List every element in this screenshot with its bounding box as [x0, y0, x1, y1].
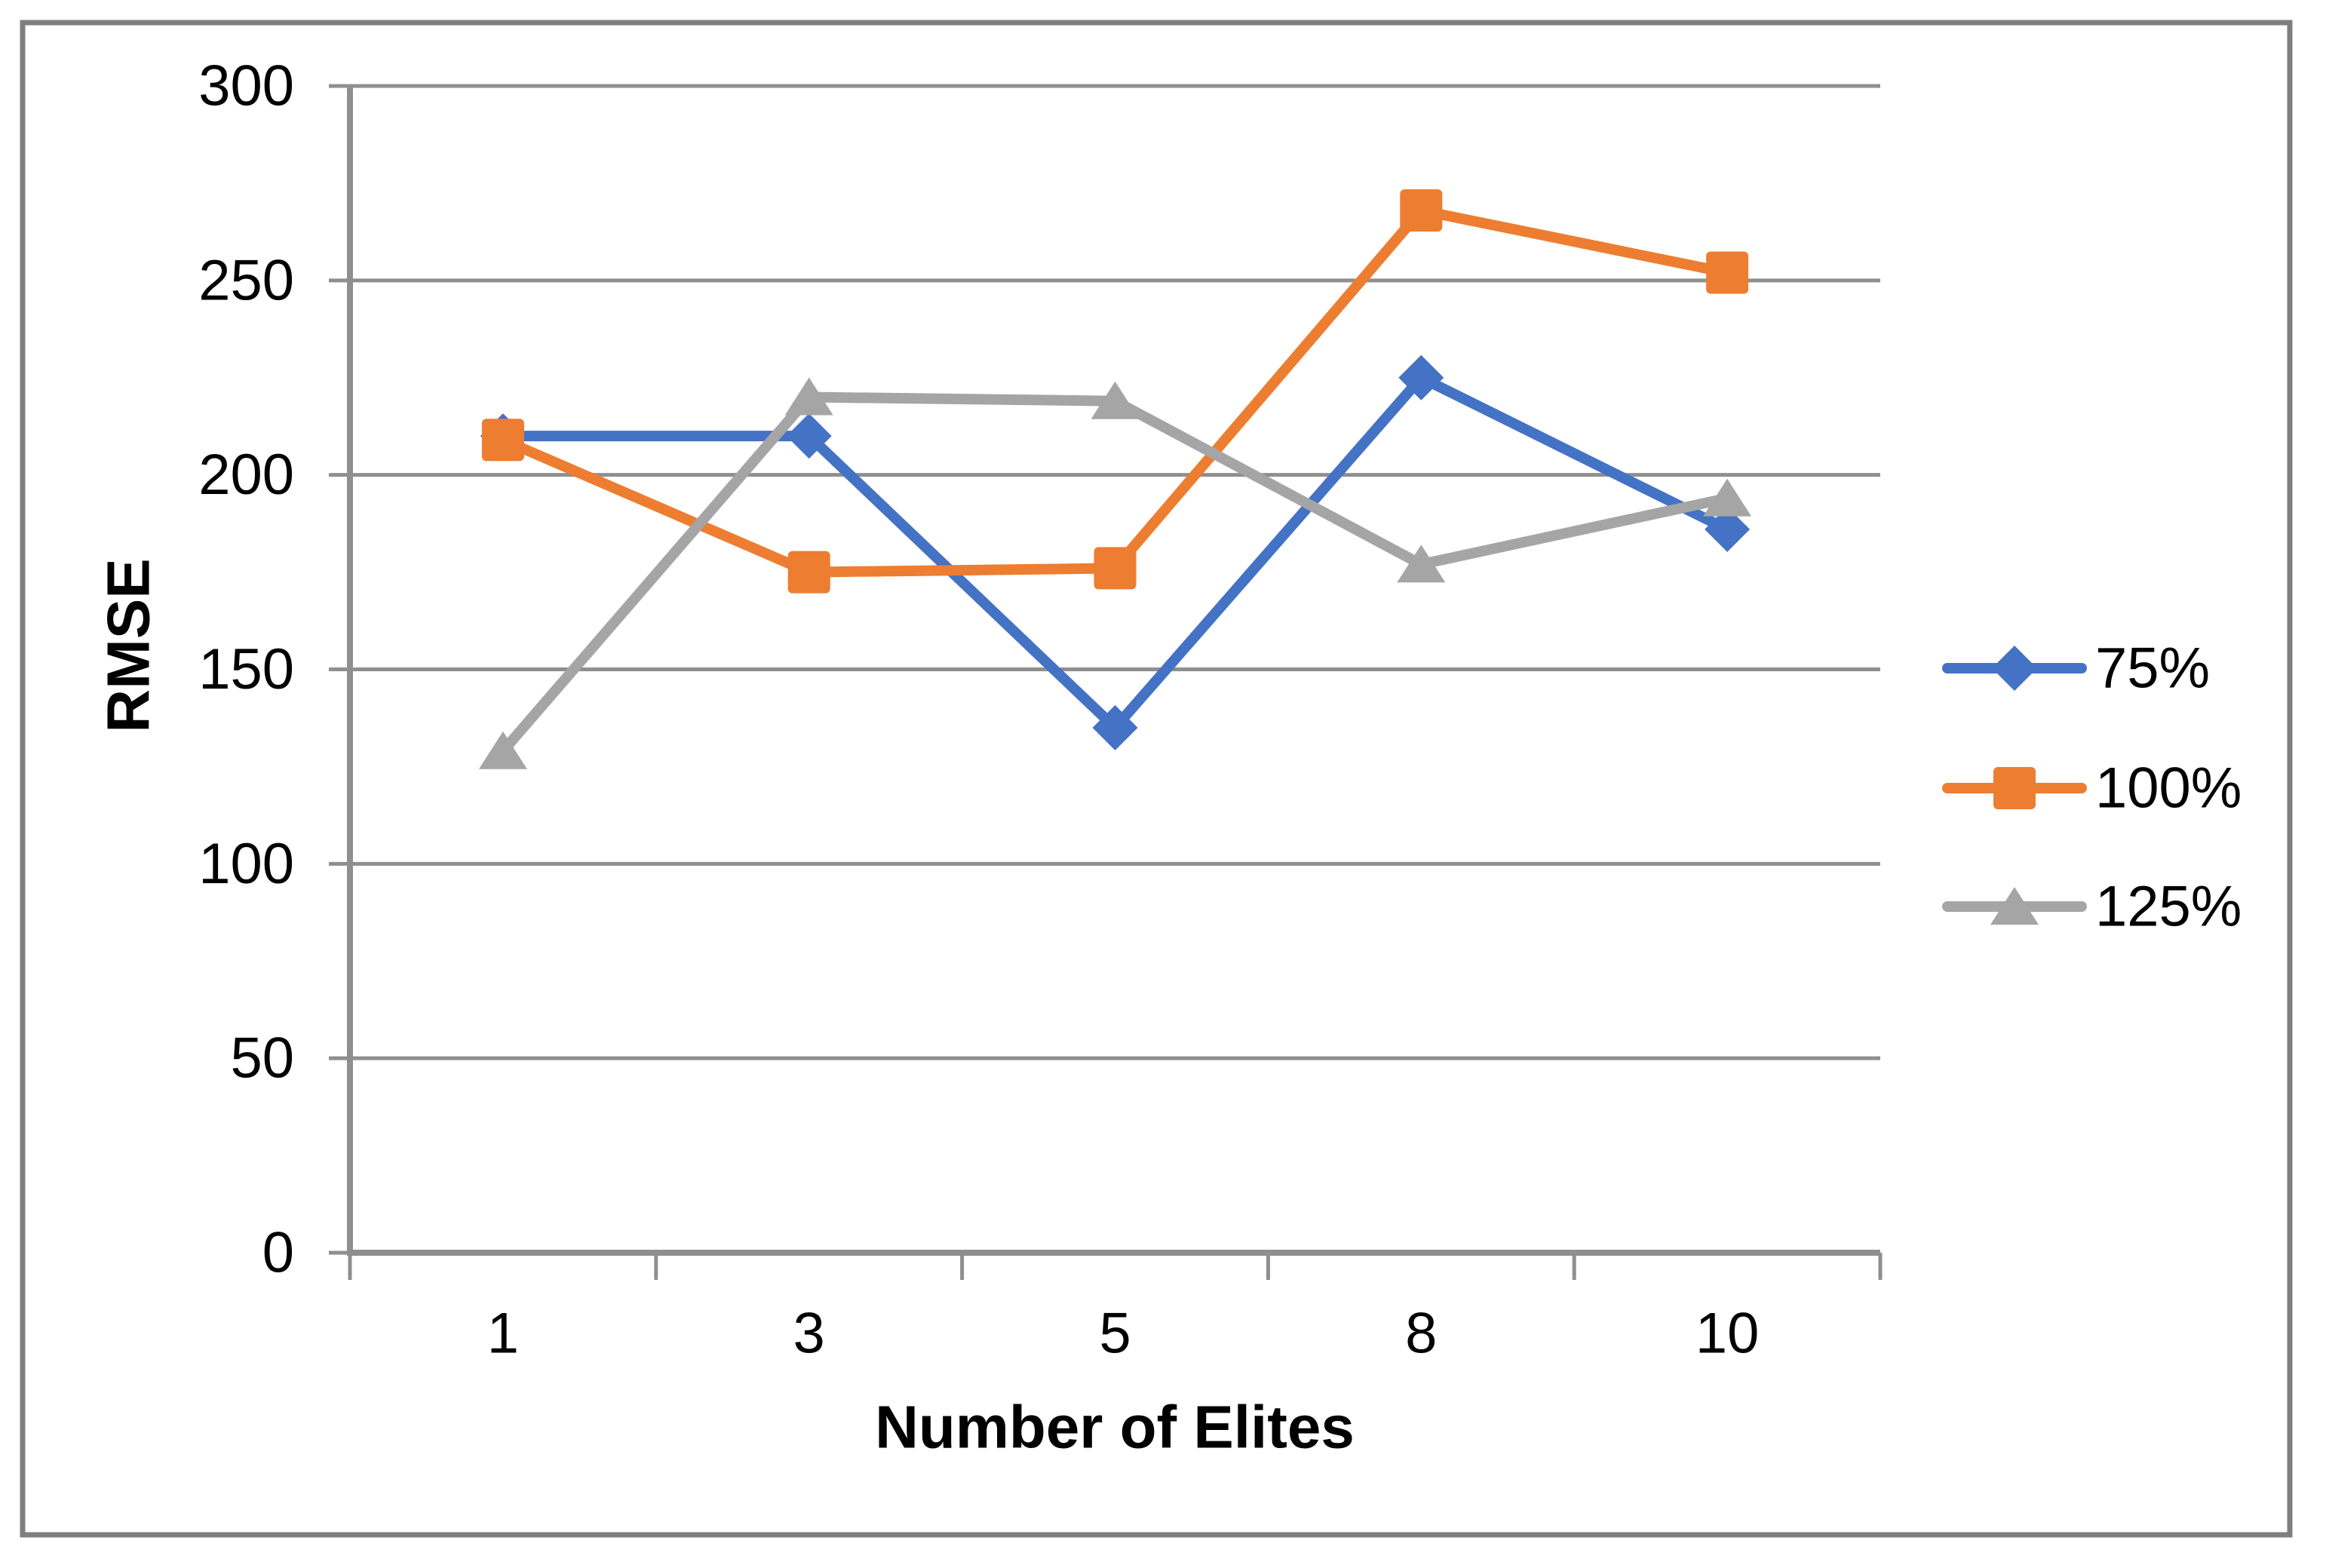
marker-diamond-75-percent-x5	[1092, 704, 1138, 750]
marker-square-100-percent-x3	[787, 551, 830, 594]
x-tick-label-8: 8	[1405, 1302, 1437, 1366]
y-axis-title: RMSE	[95, 558, 162, 732]
legend-label-100-percent: 100%	[2095, 756, 2242, 821]
x-tick-label-10: 10	[1695, 1302, 1760, 1366]
y-tick-label-150: 150	[198, 637, 294, 701]
x-tick-label-5: 5	[1099, 1302, 1131, 1366]
marker-diamond-75-percent-x3	[786, 413, 832, 459]
marker-diamond-75-percent-x8	[1398, 354, 1444, 400]
x-axis-title: Number of Elites	[875, 1394, 1355, 1461]
marker-square-100-percent-x5	[1094, 547, 1137, 590]
x-tick-label-1: 1	[487, 1302, 519, 1366]
legend-marker-100-percent	[1993, 767, 2036, 809]
marker-diamond-75-percent-x10	[1705, 506, 1751, 552]
y-tick-label-100: 100	[198, 832, 294, 896]
legend-label-75-percent: 75%	[2095, 637, 2210, 701]
y-tick-label-0: 0	[262, 1221, 294, 1285]
marker-square-100-percent-x10	[1706, 251, 1749, 294]
marker-square-100-percent-x1	[481, 419, 524, 462]
y-tick-label-50: 50	[230, 1026, 294, 1091]
y-tick-label-250: 250	[198, 248, 294, 312]
legend-marker-125-percent	[1990, 887, 2039, 925]
legend-label-125-percent: 125%	[2095, 875, 2242, 939]
marker-triangle-125-percent-x1	[478, 731, 527, 769]
marker-triangle-125-percent-x10	[1703, 478, 1752, 517]
marker-triangle-125-percent-x5	[1091, 381, 1140, 419]
y-tick-label-300: 300	[198, 54, 294, 118]
x-tick-label-3: 3	[793, 1302, 825, 1366]
marker-square-100-percent-x8	[1400, 189, 1443, 232]
marker-triangle-125-percent-x3	[784, 377, 833, 416]
y-tick-label-200: 200	[198, 443, 294, 507]
legend-marker-75-percent	[1992, 646, 2037, 691]
marker-triangle-125-percent-x8	[1397, 545, 1446, 583]
figure-border	[20, 20, 2293, 1538]
